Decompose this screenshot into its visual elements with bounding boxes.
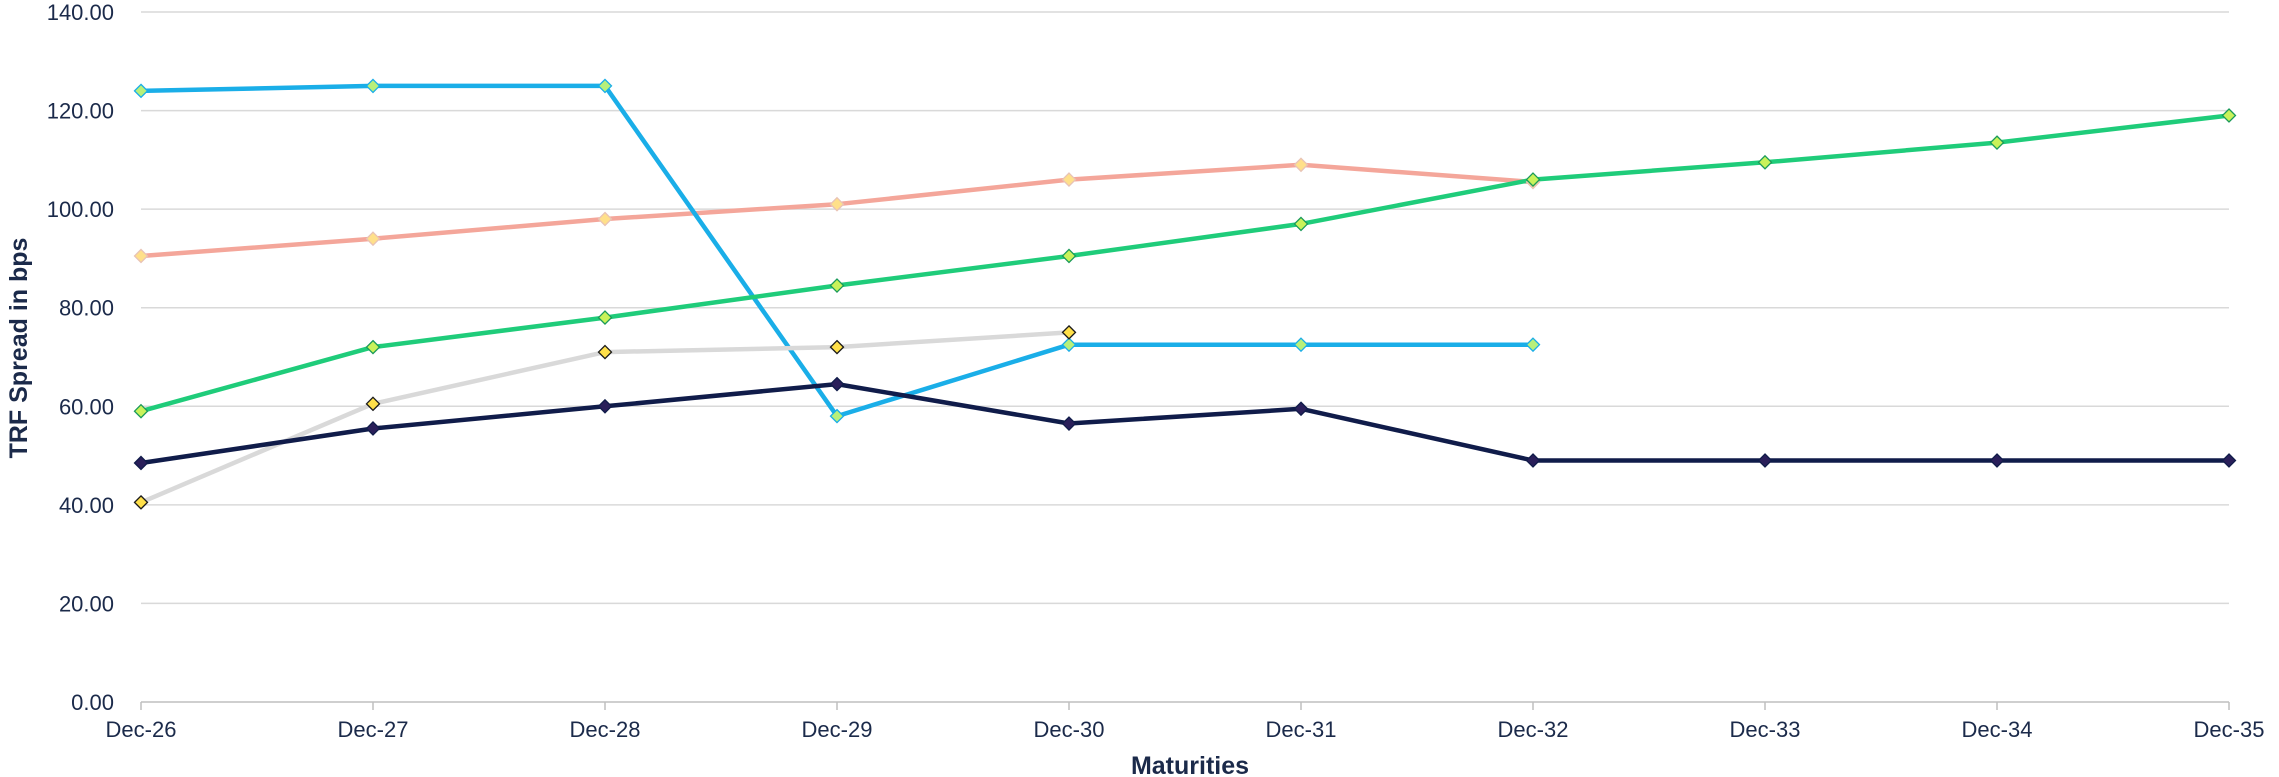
series-4-point <box>365 396 381 412</box>
series-5-point <box>597 398 613 414</box>
series-2-point <box>1525 337 1541 353</box>
series-4-point <box>829 339 845 355</box>
x-tick-label: Dec-29 <box>802 717 873 742</box>
x-tick-label: Dec-27 <box>338 717 409 742</box>
y-tick-label: 40.00 <box>59 493 114 518</box>
series-1-point <box>829 196 845 212</box>
x-tick-label: Dec-30 <box>1034 717 1105 742</box>
series-5-point <box>1989 453 2005 468</box>
x-tick-label: Dec-35 <box>2194 717 2265 742</box>
y-tick-label: 100.00 <box>47 197 114 222</box>
series-1-point <box>1061 172 1077 187</box>
series-3-point <box>1525 172 1541 187</box>
series-3-point <box>365 339 381 355</box>
series-2-point <box>829 408 845 424</box>
series-5-point <box>365 421 381 436</box>
x-axis-title: Maturities <box>1131 752 1249 777</box>
axes <box>140 701 2230 710</box>
series-4-point <box>133 494 149 510</box>
series-5-point <box>1525 453 1541 468</box>
series-5-point <box>829 376 845 392</box>
series-line-3 <box>138 113 2232 414</box>
x-tick-label: Dec-34 <box>1962 717 2033 742</box>
y-axis-title: TRF Spread in bps <box>5 238 33 459</box>
series-5-point <box>2221 453 2237 468</box>
series-4-point <box>597 344 613 360</box>
y-tick-label: 80.00 <box>59 296 114 321</box>
series-2-point <box>133 83 149 99</box>
series-2-point <box>365 78 381 94</box>
series-5-point <box>133 455 149 471</box>
series-1-point <box>1293 157 1309 173</box>
x-tick-label: Dec-33 <box>1730 717 1801 742</box>
series-3-point <box>1989 135 2005 151</box>
series-3-point <box>1061 248 1077 264</box>
tick-labels: 0.00 20.00 40.00 60.00 80.00 100.00 120.00 140.… <box>47 0 2265 742</box>
y-tick-label: 0.00 <box>71 690 114 715</box>
series-2-point <box>597 78 613 94</box>
y-tick-label: 140.00 <box>47 0 114 25</box>
series-3-point <box>133 403 149 419</box>
series-3-point <box>597 310 613 325</box>
x-tick-label: Dec-31 <box>1266 717 1337 742</box>
y-tick-label: 60.00 <box>59 394 114 419</box>
series-line-2 <box>138 83 1536 419</box>
x-tick-label: Dec-28 <box>570 717 641 742</box>
x-tick-label: Dec-26 <box>106 717 177 742</box>
series-lines <box>138 83 2232 505</box>
series-4-point <box>1061 324 1077 340</box>
series-3-point <box>2221 108 2237 123</box>
series-markers <box>133 78 2237 510</box>
x-tick-label: Dec-32 <box>1498 717 1569 742</box>
y-tick-label: 20.00 <box>59 591 114 616</box>
series-5-point <box>1061 416 1077 431</box>
series-2-point <box>1293 337 1309 353</box>
series-2-point <box>1061 337 1077 353</box>
gridlines <box>141 11 2229 605</box>
series-line-5 <box>138 381 2232 466</box>
series-3-point <box>1293 216 1309 232</box>
series-1-point <box>597 211 613 227</box>
series-5-point <box>1757 453 1773 468</box>
series-3-point <box>1757 154 1773 170</box>
series-1-point <box>133 248 149 264</box>
y-tick-label: 120.00 <box>47 99 114 124</box>
series-5-point <box>1293 401 1309 417</box>
series-1-point <box>365 231 381 247</box>
series-3-point <box>829 278 845 293</box>
